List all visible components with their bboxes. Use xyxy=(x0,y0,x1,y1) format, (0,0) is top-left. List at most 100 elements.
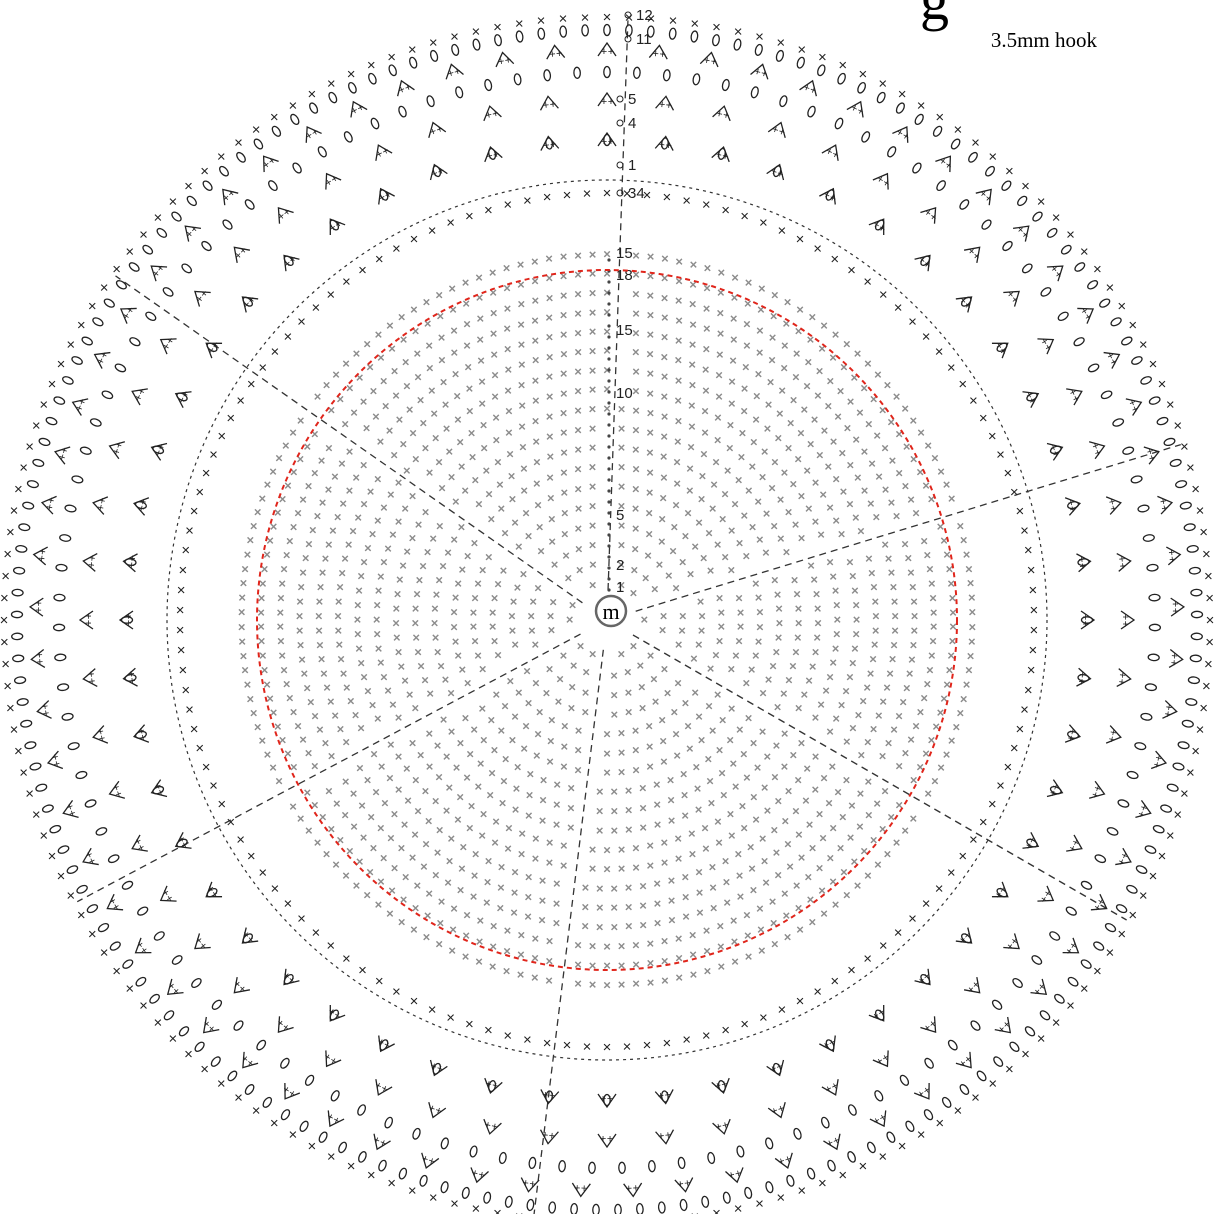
base-stitch: × xyxy=(773,644,781,659)
base-stitch: × xyxy=(412,616,420,631)
sc-stitch: × xyxy=(818,49,827,66)
base-stitch: × xyxy=(603,247,611,262)
cluster-leg xyxy=(194,290,211,307)
base-stitch: × xyxy=(450,901,458,916)
base-stitch: × xyxy=(718,265,726,280)
base-stitch: × xyxy=(730,332,738,347)
sc-stitch: × xyxy=(838,57,847,74)
base-stitch: × xyxy=(671,519,679,534)
cluster-stitch: ++ xyxy=(397,79,415,97)
cluster-mark: + xyxy=(110,447,123,457)
cluster-stitch: ++ xyxy=(964,976,982,996)
chain-stitch xyxy=(35,783,48,792)
base-stitch: × xyxy=(899,695,907,710)
base-stitch: × xyxy=(827,851,835,866)
cluster-mark: + xyxy=(877,1110,888,1124)
base-stitch: × xyxy=(829,655,837,670)
base-stitch: × xyxy=(747,839,755,854)
base-stitch: × xyxy=(589,421,597,436)
base-stitch: × xyxy=(864,356,872,371)
cluster-leg xyxy=(1030,978,1048,995)
base-stitch: × xyxy=(756,345,764,360)
base-stitch: × xyxy=(323,378,331,393)
base-stitch: × xyxy=(686,483,694,498)
chain-stitch xyxy=(923,1109,934,1121)
base-stitch: × xyxy=(560,858,568,873)
row-marker-dot xyxy=(607,357,611,361)
base-stitch: × xyxy=(704,963,712,978)
chain-stitch xyxy=(765,1181,774,1194)
base-stitch: × xyxy=(775,430,783,445)
chain-stitch xyxy=(545,137,553,150)
base-stitch: × xyxy=(775,630,783,645)
chain-stitch xyxy=(1021,263,1033,274)
base-stitch: × xyxy=(560,327,568,342)
base-stitch: × xyxy=(759,685,767,700)
base-stitch: × xyxy=(574,306,582,321)
base-stitch: × xyxy=(730,913,738,928)
row-marker-dot xyxy=(607,456,611,460)
base-stitch: × xyxy=(874,857,882,872)
base-stitch: × xyxy=(335,623,343,638)
sc-stitch: × xyxy=(25,438,34,455)
cluster-mark: + xyxy=(429,1059,439,1073)
cluster-leg xyxy=(963,246,981,264)
base-stitch: × xyxy=(534,727,542,742)
chain-stitch xyxy=(219,165,229,177)
cluster-leg xyxy=(122,553,138,573)
sc-stitch: × xyxy=(1052,1014,1061,1031)
cluster-leg xyxy=(194,933,211,950)
cluster-stitch: ++ xyxy=(767,1101,786,1119)
base-stitch: × xyxy=(920,533,928,548)
base-stitch: × xyxy=(771,823,779,838)
base-stitch: × xyxy=(279,491,287,506)
cluster-stitch: ++ xyxy=(326,1004,346,1022)
base-stitch: × xyxy=(738,449,746,464)
sc-stitch: × xyxy=(465,208,474,225)
sc-stitch: × xyxy=(1004,759,1013,776)
base-stitch: × xyxy=(887,810,895,825)
cluster-stitch: ++ xyxy=(108,440,126,460)
cluster-stitch: ++ xyxy=(1022,832,1040,851)
chain-stitch xyxy=(744,1186,753,1199)
base-stitch: × xyxy=(286,533,294,548)
base-stitch: × xyxy=(829,874,837,889)
base-stitch: × xyxy=(735,590,743,605)
base-stitch: × xyxy=(532,675,540,690)
sc-stitch: × xyxy=(702,197,711,214)
base-stitch: × xyxy=(546,271,554,286)
cluster-stitch: ++ xyxy=(420,1151,440,1170)
base-stitch: × xyxy=(412,630,420,645)
base-stitch: × xyxy=(448,469,456,484)
base-stitch: × xyxy=(238,590,246,605)
sc-stitch: × xyxy=(48,376,57,393)
base-stitch: × xyxy=(801,687,809,702)
base-stitch: × xyxy=(464,359,472,374)
sc-stitch: × xyxy=(1029,582,1038,599)
sc-stitch: × xyxy=(0,590,9,607)
chain-stitch xyxy=(905,1120,915,1132)
base-stitch: × xyxy=(266,691,274,706)
cluster-mark: + xyxy=(776,1154,786,1167)
sc-stitch: × xyxy=(563,187,572,204)
chain-stitch xyxy=(379,1039,389,1051)
row-label-chain xyxy=(616,119,624,127)
base-stitch: × xyxy=(277,590,285,605)
base-stitch: × xyxy=(518,847,526,862)
base-stitch: × xyxy=(625,803,633,818)
cluster-leg xyxy=(205,342,223,359)
base-stitch: × xyxy=(589,557,597,572)
base-stitch: × xyxy=(504,841,512,856)
chain-stitch xyxy=(329,1009,340,1021)
chain-stitch xyxy=(97,922,110,933)
chain-stitch xyxy=(834,117,844,130)
cluster-mark: + xyxy=(303,129,315,143)
base-stitch: × xyxy=(625,705,633,720)
base-stitch: × xyxy=(798,530,806,545)
base-stitch: × xyxy=(258,590,266,605)
base-stitch: × xyxy=(496,477,504,492)
cluster-leg xyxy=(1088,441,1106,460)
base-stitch: × xyxy=(795,900,803,915)
cluster-stitch: ++ xyxy=(750,63,769,81)
base-stitch: × xyxy=(860,380,868,395)
